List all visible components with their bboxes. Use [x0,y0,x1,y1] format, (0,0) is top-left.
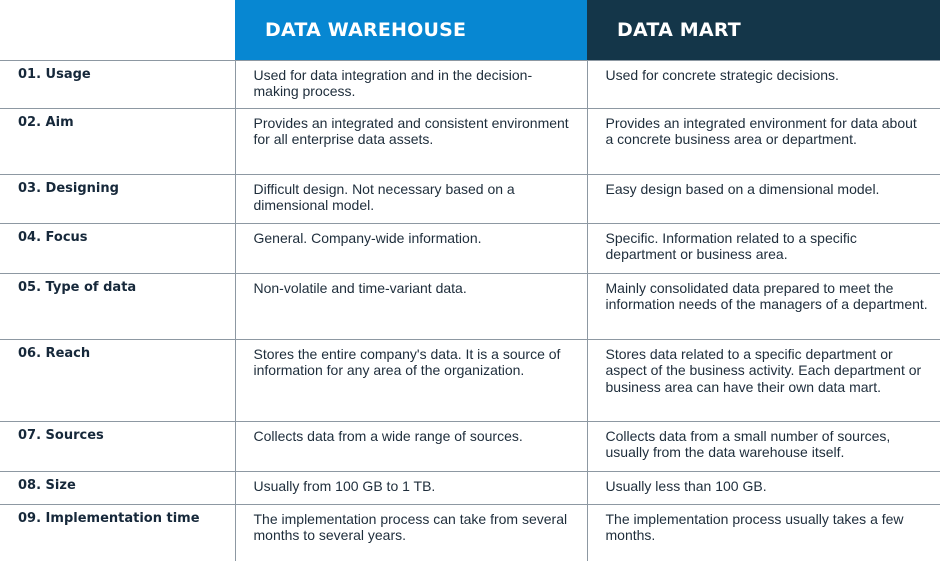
mart-cell: The implementation process usually takes… [586,503,940,561]
table-row: 03. Designing Difficult design. Not nece… [0,173,940,223]
warehouse-cell: The implementation process can take from… [234,503,587,561]
header-data-mart: DATA MART [587,0,940,60]
table-row: 05. Type of data Non-volatile and time-v… [0,272,940,339]
warehouse-cell: Difficult design. Not necessary based on… [234,173,587,223]
mart-cell: Stores data related to a specific depart… [586,338,940,421]
table-header: DATA WAREHOUSE DATA MART [0,0,940,60]
header-blank-cell [0,0,235,60]
mart-cell: Mainly consolidated data prepared to mee… [586,272,940,339]
warehouse-cell: Stores the entire company's data. It is … [234,338,587,421]
table-body: 01. Usage Used for data integration and … [0,59,940,561]
table-row: 06. Reach Stores the entire company's da… [0,338,940,421]
warehouse-cell: Used for data integration and in the dec… [234,59,587,108]
table-row: 01. Usage Used for data integration and … [0,59,940,108]
row-label: 01. Usage [0,59,235,108]
table-row: 09. Implementation time The implementati… [0,503,940,561]
mart-cell: Collects data from a small number of sou… [586,420,940,471]
row-label: 02. Aim [0,107,235,174]
table-row: 08. Size Usually from 100 GB to 1 TB. Us… [0,470,940,504]
mart-cell: Easy design based on a dimensional model… [586,173,940,223]
row-label: 05. Type of data [0,272,235,339]
row-label: 03. Designing [0,173,235,223]
row-label: 04. Focus [0,222,235,273]
row-label: 07. Sources [0,420,235,471]
row-label: 06. Reach [0,338,235,421]
mart-cell: Usually less than 100 GB. [586,470,940,504]
table-row: 02. Aim Provides an integrated and consi… [0,107,940,174]
header-row: DATA WAREHOUSE DATA MART [0,0,940,60]
warehouse-cell: General. Company-wide information. [234,222,587,273]
row-label: 08. Size [0,470,235,504]
warehouse-cell: Collects data from a wide range of sourc… [234,420,587,471]
table-row: 04. Focus General. Company-wide informat… [0,222,940,273]
mart-cell: Provides an integrated environment for d… [586,107,940,174]
mart-cell: Used for concrete strategic decisions. [586,59,940,108]
mart-cell: Specific. Information related to a speci… [586,222,940,273]
row-label: 09. Implementation time [0,503,235,561]
warehouse-cell: Provides an integrated and consistent en… [234,107,587,174]
warehouse-cell: Non-volatile and time-variant data. [234,272,587,339]
warehouse-cell: Usually from 100 GB to 1 TB. [234,470,587,504]
header-data-warehouse: DATA WAREHOUSE [235,0,587,60]
table-row: 07. Sources Collects data from a wide ra… [0,420,940,471]
